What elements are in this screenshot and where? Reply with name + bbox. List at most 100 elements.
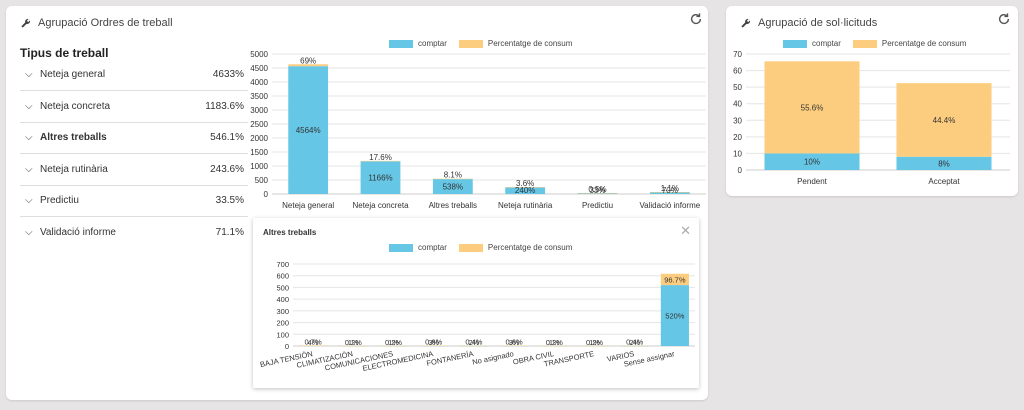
legend-swatch [389,243,413,252]
right-panel-title: Agrupació de sol·licituds [758,17,878,29]
row-label: Neteja rutinària [40,164,108,175]
legend-count[interactable]: comptar [783,39,841,48]
data-label-percentage: 0.6% [506,338,523,347]
data-label-percentage: 69% [300,56,316,65]
y-tick-label: 3000 [250,106,268,115]
y-tick-label: 60 [733,67,742,76]
data-label-count: 4% [308,338,319,347]
data-label-percentage: 0.2% [546,338,563,347]
legend-swatch [458,243,483,252]
y-tick-label: 500 [255,176,269,185]
data-label-count: 1% [549,338,560,347]
bar-percentage [577,193,618,194]
main-chart-legend: comptar Percentatge de consum [389,39,584,48]
close-icon[interactable]: ✕ [680,223,691,238]
row-label: Predictiu [40,195,79,206]
y-tick-label: 100 [276,330,289,339]
bar-count [360,161,401,194]
data-label-percentage: 0.6% [425,338,442,347]
data-label-count: 1% [348,338,359,347]
y-tick-label: 700 [276,260,289,269]
x-tick-label: Predictiu [582,201,613,210]
bar-percentage [649,192,690,193]
tipus-row-altres-treballs[interactable]: ⌵ Altres treballs 546.1% [20,122,248,154]
y-tick-label: 20 [733,133,742,142]
row-label: Neteja general [40,69,106,80]
y-tick-label: 0 [264,190,269,199]
tipus-row-neteja-general[interactable]: ⌵ Neteja general 4633% [20,59,248,91]
row-label: Validació informe [40,226,116,238]
y-tick-label: 500 [276,283,289,292]
row-value: 243.6% [210,164,244,175]
chevron-down-icon: ⌵ [25,226,33,238]
bar-percentage [299,345,328,346]
data-label-count: 2% [468,338,479,347]
legend-pct[interactable]: Percentatge de consum [458,39,572,48]
bar-count [764,153,860,170]
y-tick-label: 50 [733,83,742,92]
y-tick-label: 70 [733,50,742,59]
refresh-icon[interactable] [997,12,1011,29]
data-label-count: 33% [589,186,605,195]
data-label-percentage: 0.4% [465,338,482,347]
bar-percentage [540,345,569,347]
bar-count [432,178,473,194]
row-value: 33.5% [215,195,244,206]
bar-count [660,285,689,346]
y-tick-label: 4000 [250,78,268,87]
legend-swatch [783,39,807,48]
chevron-down-icon: ⌵ [25,101,33,112]
legend-label: comptar [418,243,447,252]
legend-swatch [852,39,877,48]
panel-title: Agrupació de sol·licituds [740,17,877,29]
chevron-down-icon: ⌵ [25,69,33,80]
legend-count[interactable]: comptar [389,39,447,48]
row-value: 4633% [212,69,244,80]
legend-label: comptar [418,39,447,48]
bar-percentage [505,187,546,188]
y-tick-label: 4500 [250,64,268,73]
x-tick-label: Altres treballs [429,201,477,210]
tipus-row-neteja-rutinaria[interactable]: ⌵ Neteja rutinària 243.6% [20,154,248,186]
y-tick-label: 200 [276,319,289,328]
row-value: 1183.6% [205,101,244,112]
y-tick-label: 40 [733,100,742,109]
data-label-count: 3% [509,338,520,347]
data-label-count: 3% [428,338,439,347]
bar-count [896,156,992,170]
x-tick-label: Neteja rutinària [498,201,553,210]
x-tick-label: No asignado [471,349,514,367]
data-label-count: 1% [388,338,399,347]
bar-percentage [339,345,368,347]
bar-count [649,192,690,194]
tipus-row-neteja-concreta[interactable]: ⌵ Neteja concreta 1183.6% [20,91,248,123]
data-label-percentage: 8.1% [444,171,462,180]
tipus-title: Tipus de treball [20,46,109,60]
data-label-count: 1% [589,338,600,347]
wrench-icon [740,18,751,29]
legend-swatch [458,39,483,48]
main-chart: 0 500 1000 1500 2000 2500 3000 3500 4000 4500 5000… [250,50,706,210]
data-label-count: 8% [938,159,950,168]
legend-count[interactable]: comptar [389,243,447,252]
right-chart-legend: comptar Percentatge de consum [783,39,978,48]
y-tick-label: 5000 [250,50,268,59]
data-label-percentage: 55.6% [801,103,824,112]
refresh-icon[interactable] [689,12,703,29]
data-label-percentage: 0.7% [305,337,322,346]
bar-percentage [896,83,992,157]
data-label-count: 538% [443,182,463,191]
bar-percentage [288,64,329,67]
legend-pct[interactable]: Percentatge de consum [458,243,572,252]
row-value: 71.1% [215,226,244,238]
x-tick-label: Neteja general [282,201,334,210]
tipus-row-validacio-informe[interactable]: ⌵ Validació informe 71.1% [20,216,248,248]
chevron-down-icon: ⌵ [25,195,33,206]
legend-pct[interactable]: Percentatge de consum [852,39,966,48]
data-label-count: 4564% [296,126,321,135]
bar-percentage [580,345,609,347]
y-tick-label: 1500 [250,148,268,157]
bar-percentage [764,61,860,154]
tipus-row-predictiu[interactable]: ⌵ Predictiu 33.5% [20,185,248,217]
